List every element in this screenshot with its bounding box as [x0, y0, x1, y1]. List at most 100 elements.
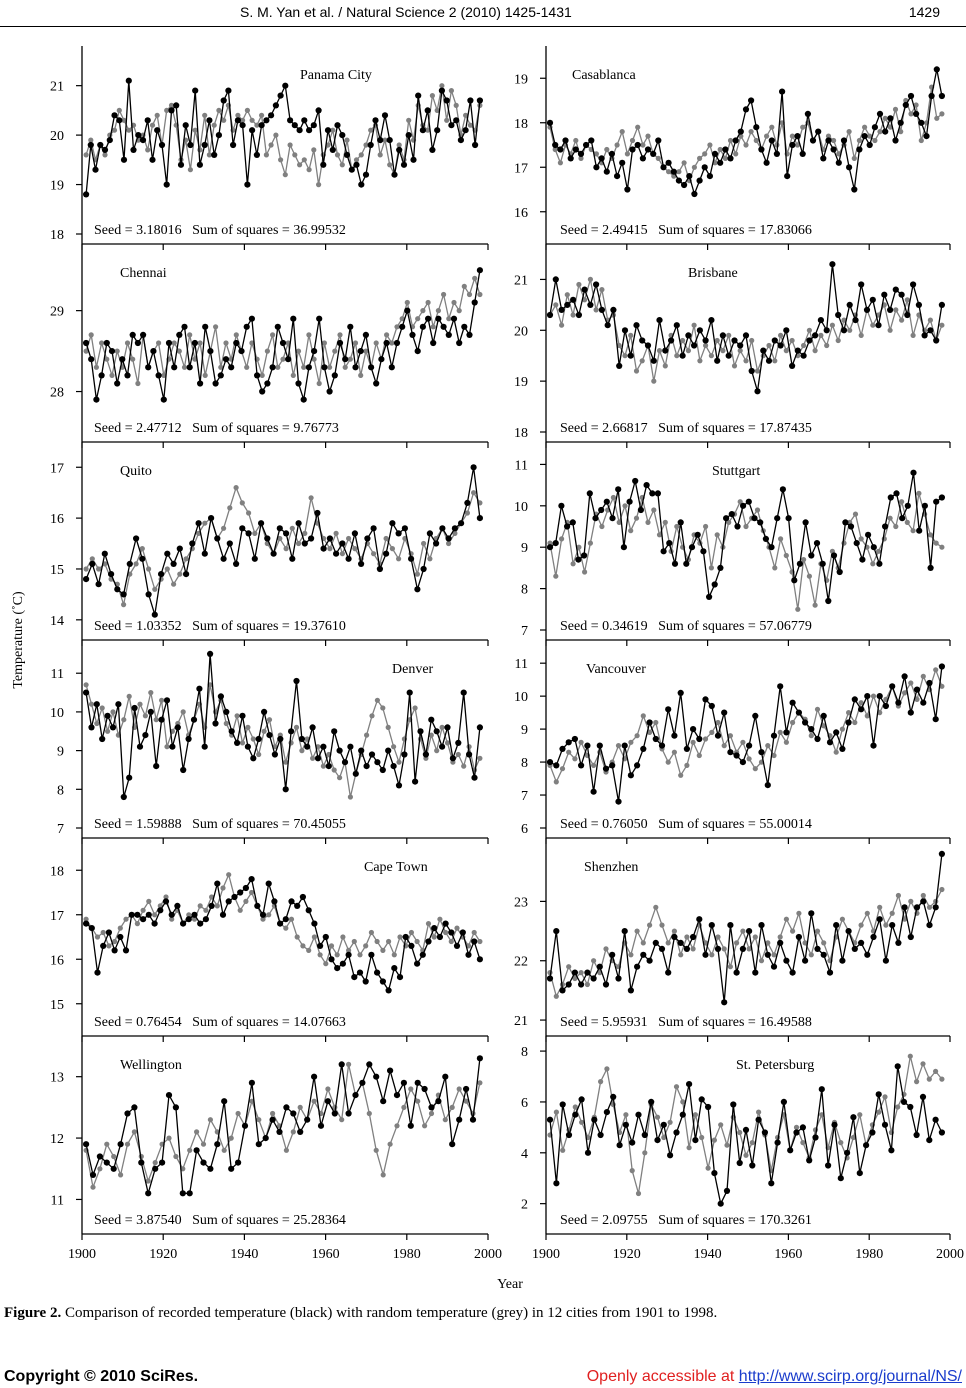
random-series-point — [277, 535, 283, 542]
recorded-series-point — [639, 337, 646, 344]
recorded-series-point — [809, 137, 817, 144]
recorded-series-point — [88, 356, 95, 363]
random-series-point — [339, 162, 345, 168]
recorded-series-point — [615, 486, 622, 493]
recorded-series-point — [696, 735, 703, 743]
journal-link[interactable]: http://www.scirp.org/journal/NS/ — [738, 1368, 962, 1385]
recorded-series-point — [367, 141, 374, 149]
recorded-series-point — [471, 299, 478, 306]
recorded-series-point — [789, 141, 796, 149]
recorded-series-point — [366, 1061, 373, 1068]
recorded-series-point — [737, 128, 744, 135]
recorded-series-point — [565, 739, 572, 746]
recorded-series-point — [921, 502, 929, 509]
recorded-series-point — [736, 1159, 743, 1167]
random-series-point — [831, 137, 837, 144]
recorded-series-point — [255, 1141, 262, 1148]
recorded-series-point — [239, 712, 246, 719]
recorded-series-point — [308, 535, 315, 542]
y-tick-label: 8 — [57, 783, 64, 798]
recorded-series-point — [679, 1111, 686, 1118]
recorded-series-point — [315, 107, 322, 114]
recorded-series-point — [145, 591, 152, 598]
recorded-series-point — [120, 591, 127, 598]
random-series-point — [765, 940, 771, 946]
recorded-series-point — [211, 151, 218, 158]
random-series-point — [802, 940, 808, 946]
random-series-point — [275, 364, 281, 370]
recorded-series-point — [627, 772, 635, 779]
recorded-series-point — [895, 699, 902, 706]
random-series-point — [743, 1152, 749, 1158]
recorded-series-point — [677, 519, 684, 526]
random-series-point — [801, 342, 807, 349]
random-series-point — [667, 1119, 673, 1125]
random-series-line — [85, 1064, 481, 1190]
recorded-series-point — [789, 699, 796, 706]
recorded-series-point — [165, 1092, 173, 1099]
recorded-series-point — [887, 494, 894, 501]
random-series-point — [435, 308, 441, 314]
random-series-point — [104, 356, 110, 362]
recorded-series-point — [723, 1187, 731, 1194]
random-series-point — [214, 903, 220, 909]
recorded-series-point — [339, 540, 346, 547]
random-series-point — [914, 1079, 920, 1085]
random-series-point — [164, 107, 170, 113]
recorded-series-point — [117, 933, 124, 941]
random-series-point — [380, 705, 386, 711]
recorded-series-point — [634, 762, 641, 769]
random-series-line — [85, 872, 481, 966]
recorded-series-point — [372, 117, 379, 124]
recorded-series-point — [368, 364, 375, 371]
recorded-series-point — [876, 110, 884, 117]
random-series-point — [553, 1109, 560, 1115]
recorded-series-point — [119, 356, 126, 363]
recorded-series-point — [808, 726, 815, 733]
random-series-point — [477, 1080, 483, 1086]
x-tick-label: 1980 — [393, 1247, 421, 1262]
random-series-point — [471, 929, 477, 936]
recorded-series-point — [915, 301, 923, 308]
recorded-series-point — [326, 388, 333, 395]
recorded-series-point — [577, 150, 585, 157]
recorded-series-point — [453, 942, 461, 950]
random-series-point — [368, 929, 374, 936]
recorded-series-point — [804, 110, 812, 117]
recorded-series-point — [186, 364, 193, 371]
recorded-series-point — [396, 974, 404, 981]
random-series-point — [628, 332, 634, 338]
random-series-point — [572, 1104, 578, 1110]
random-series-point — [665, 759, 671, 765]
random-series-point — [239, 740, 246, 746]
random-series-point — [333, 530, 339, 537]
panel-annotation: Seed = 0.34619 Sum of squares = 57.06779 — [560, 619, 812, 634]
recorded-series-point — [108, 348, 116, 355]
random-series-point — [680, 1099, 686, 1105]
recorded-series-point — [598, 155, 605, 162]
recorded-series-point — [180, 766, 187, 774]
recorded-series-point — [806, 1157, 813, 1164]
random-series-point — [647, 729, 653, 736]
random-series-point — [576, 281, 582, 288]
random-series-point — [614, 142, 620, 148]
recorded-series-point — [287, 117, 294, 124]
recorded-series-point — [214, 1141, 221, 1148]
recorded-series-point — [458, 520, 465, 527]
recorded-series-point — [419, 323, 426, 330]
y-tick-label: 19 — [514, 72, 528, 87]
random-series-point — [674, 353, 680, 359]
random-series-point — [273, 132, 279, 138]
panel-city-label: Stuttgart — [712, 464, 760, 479]
recorded-series-point — [237, 889, 244, 896]
panel-city-label: Quito — [120, 464, 152, 479]
recorded-series-point — [233, 560, 240, 568]
recorded-series-point — [157, 907, 164, 914]
random-series-point — [339, 551, 345, 557]
recorded-series-point — [387, 1067, 394, 1074]
random-series-point — [261, 728, 267, 734]
random-series-point — [408, 929, 414, 936]
random-series-point — [221, 525, 227, 531]
random-series-point — [387, 162, 393, 168]
